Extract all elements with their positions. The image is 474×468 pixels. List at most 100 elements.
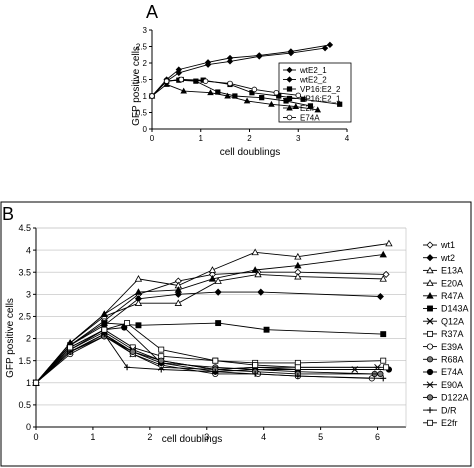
y-tick-label: 2.5 bbox=[18, 312, 31, 322]
data-point-vp16-e2-1 bbox=[193, 78, 199, 84]
legend-label: E39A bbox=[441, 342, 463, 352]
panel-a-plot: 0 1 2 3 4 0 0.5 1 1.5 2 2.5 3 bbox=[136, 26, 350, 143]
legend-entry-e13a: E13A bbox=[423, 266, 463, 276]
legend-label: wt1 bbox=[440, 240, 455, 250]
series-e2fr bbox=[33, 320, 390, 386]
y-tick-label: 4.5 bbox=[18, 223, 31, 233]
legend-label: E90A bbox=[441, 380, 463, 390]
data-point-e13a bbox=[385, 239, 393, 247]
data-point-wt2 bbox=[257, 288, 265, 296]
data-point-vp16-e2-1 bbox=[307, 103, 314, 109]
data-point-d122a bbox=[158, 357, 165, 364]
series-e2fr bbox=[148, 81, 322, 113]
legend-label: E74A bbox=[441, 367, 463, 377]
panel-a-ylabel: GFP positive cells bbox=[131, 46, 142, 126]
data-point-e74a bbox=[295, 92, 301, 99]
data-point-e2fr bbox=[252, 362, 259, 369]
y-tick-label: 1.5 bbox=[136, 75, 148, 84]
legend-marker-e2fr bbox=[286, 104, 293, 111]
panel-b: B GFP positive cells cell doublings 0 1 2 3… bbox=[2, 204, 469, 445]
data-point-r47a bbox=[208, 275, 217, 282]
data-point-wt2 bbox=[214, 288, 222, 296]
legend-marker-e74a bbox=[426, 368, 434, 376]
data-point-d-r bbox=[380, 375, 387, 382]
data-point-e2fr bbox=[158, 346, 165, 353]
legend-label: Q12A bbox=[441, 316, 464, 326]
legend-entry-e39a: E39A bbox=[423, 342, 463, 352]
legend-marker-d122a bbox=[426, 394, 434, 401]
y-tick-label: 3 bbox=[26, 289, 31, 299]
legend-marker-r37a bbox=[427, 330, 433, 337]
legend-marker-e20a bbox=[426, 279, 434, 286]
data-point-r47a bbox=[174, 286, 182, 293]
y-tick-label: 4 bbox=[26, 245, 31, 255]
legend-marker-vp16-e2-1 bbox=[286, 95, 293, 102]
legend-marker-e90a bbox=[426, 381, 434, 389]
panel-a: A GFP positive cells cell doublings 0 1 2 3… bbox=[131, 2, 352, 158]
panel-b-ylabel: GFP positive cells bbox=[5, 298, 16, 378]
legend-marker-vp16-e2-2 bbox=[286, 86, 293, 92]
legend-entry-d122a: D122A bbox=[423, 393, 469, 403]
x-tick-label: 1 bbox=[90, 432, 95, 442]
legend-marker-d-r bbox=[427, 407, 433, 414]
panel-b-legend: wt1 wt2 E13A E20A R47A D143A Q12A R37A E39A R68A E… bbox=[423, 240, 469, 428]
data-point-e74a bbox=[273, 89, 280, 96]
data-point-d122a bbox=[129, 348, 136, 355]
data-point-r47a bbox=[100, 310, 108, 318]
data-point-e2fr bbox=[67, 344, 74, 351]
legend-entry-d-r: D/R bbox=[423, 405, 457, 415]
x-tick-label: 2 bbox=[247, 134, 252, 143]
data-point-d143a bbox=[263, 326, 270, 333]
y-tick-label: 3.5 bbox=[18, 267, 31, 277]
data-point-e20a bbox=[254, 270, 262, 278]
x-tick-label: 0 bbox=[33, 432, 38, 442]
data-point-d122a bbox=[377, 370, 384, 378]
data-point-r47a bbox=[379, 250, 387, 258]
legend-entry-e2fr: E2fr bbox=[283, 104, 315, 113]
data-point-e2fr bbox=[180, 87, 187, 94]
data-point-d143a bbox=[135, 322, 142, 329]
legend-marker-e74a bbox=[286, 114, 293, 121]
data-point-vp16-e2-2 bbox=[337, 101, 343, 107]
legend-entry-r68a: R68A bbox=[423, 354, 464, 364]
legend-label: VP16:E2_1 bbox=[300, 94, 341, 103]
panel-a-xlabel: cell doublings bbox=[220, 147, 281, 158]
legend-entry-q12a: Q12A bbox=[423, 316, 464, 326]
legend-entry-e74a: E74A bbox=[283, 113, 320, 122]
series-line-wte2-1 bbox=[151, 44, 330, 97]
y-tick-label: 2 bbox=[143, 59, 148, 68]
legend-label: wtE2_2 bbox=[299, 75, 327, 84]
y-tick-label: 0.5 bbox=[136, 108, 148, 117]
legend-label: E13A bbox=[441, 266, 463, 276]
y-tick-label: 0.5 bbox=[18, 400, 31, 410]
legend-label: D/R bbox=[441, 405, 457, 415]
legend-entry-wte2-2: wtE2_2 bbox=[283, 75, 327, 84]
y-tick-label: 0 bbox=[26, 422, 31, 432]
y-tick-label: 0 bbox=[143, 125, 148, 134]
data-point-e20a bbox=[294, 272, 302, 280]
data-point-e2fr bbox=[163, 81, 170, 87]
data-point-d143a bbox=[380, 331, 387, 338]
y-tick-label: 3 bbox=[143, 26, 148, 35]
panel-b-plot: 0 1 2 3 4 5 6 0 0.5 1 1.5 2 2.5 3 3.5 4 4.5 bbox=[18, 223, 407, 442]
legend-entry-e74a: E74A bbox=[423, 367, 463, 377]
data-point-wt2 bbox=[376, 292, 384, 301]
data-point-e20a bbox=[379, 275, 387, 282]
legend-marker-r68a bbox=[426, 356, 434, 363]
data-point-e20a bbox=[174, 299, 182, 306]
data-point-d143a bbox=[215, 320, 222, 327]
data-point-wte2-2 bbox=[321, 44, 329, 52]
legend-entry-e20a: E20A bbox=[423, 278, 463, 288]
data-point-e20a bbox=[214, 277, 222, 284]
data-point-wte2-2 bbox=[175, 69, 182, 77]
series-d-r bbox=[33, 331, 387, 386]
data-point-e13a bbox=[251, 248, 259, 256]
legend-marker-wte2-2 bbox=[286, 76, 293, 83]
legend-label: E20A bbox=[441, 278, 463, 288]
data-point-e2fr bbox=[294, 364, 301, 371]
legend-label: R68A bbox=[441, 354, 464, 364]
legend-marker-e39a bbox=[426, 343, 434, 350]
data-point-e74a bbox=[163, 78, 170, 84]
legend-entry-r37a: R37A bbox=[423, 329, 464, 339]
